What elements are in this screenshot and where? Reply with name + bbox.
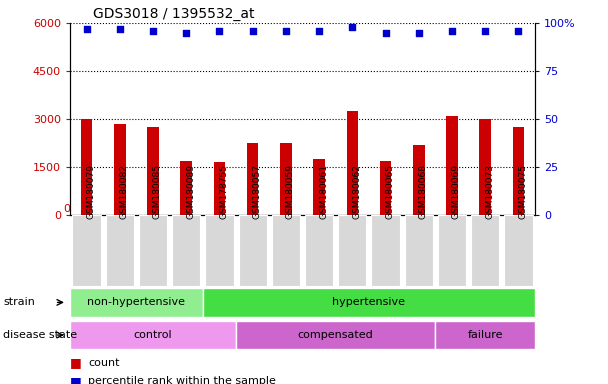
Point (314, 28, 324, 34)
Text: percentile rank within the sample: percentile rank within the sample (88, 376, 276, 384)
FancyBboxPatch shape (70, 288, 203, 317)
Text: GSM180089: GSM180089 (186, 164, 195, 218)
Text: 0: 0 (63, 204, 70, 214)
Bar (81, 119, 92, 215)
FancyBboxPatch shape (471, 215, 499, 286)
Text: failure: failure (468, 330, 503, 340)
Bar (181, 161, 192, 215)
Bar (479, 119, 491, 215)
FancyBboxPatch shape (206, 215, 233, 286)
Bar (513, 127, 524, 215)
Text: GSM178755: GSM178755 (219, 164, 229, 218)
FancyBboxPatch shape (438, 215, 466, 286)
Bar (247, 143, 258, 215)
FancyBboxPatch shape (435, 321, 535, 349)
Bar (413, 145, 424, 215)
FancyBboxPatch shape (236, 321, 435, 349)
FancyBboxPatch shape (272, 215, 300, 286)
Point (414, 30, 424, 36)
Text: disease state: disease state (3, 330, 77, 340)
Text: strain: strain (3, 297, 35, 308)
Point (115, 26, 125, 32)
Text: hypertensive: hypertensive (333, 297, 406, 308)
FancyBboxPatch shape (305, 215, 333, 286)
Text: GSM180057: GSM180057 (253, 164, 261, 218)
FancyBboxPatch shape (238, 215, 267, 286)
Point (347, 24, 357, 30)
FancyBboxPatch shape (172, 215, 200, 286)
Bar (446, 116, 458, 215)
Bar (280, 143, 292, 215)
Text: GSM180079: GSM180079 (86, 164, 95, 218)
Bar (213, 162, 225, 215)
Text: GSM180061: GSM180061 (319, 164, 328, 218)
Text: GSM180068: GSM180068 (419, 164, 428, 218)
Text: GSM180075: GSM180075 (519, 164, 527, 218)
Text: control: control (134, 330, 172, 340)
Text: GSM180085: GSM180085 (153, 164, 162, 218)
Text: GSM180059: GSM180059 (286, 164, 295, 218)
Text: GSM180069: GSM180069 (452, 164, 461, 218)
Point (181, 30, 191, 36)
Bar (147, 127, 159, 215)
Text: GSM180062: GSM180062 (352, 164, 361, 218)
FancyBboxPatch shape (504, 215, 533, 286)
Point (248, 28, 258, 34)
Text: GSM180073: GSM180073 (485, 164, 494, 218)
Point (514, 28, 523, 34)
FancyBboxPatch shape (203, 288, 535, 317)
Text: ■: ■ (70, 375, 81, 384)
Text: GSM180082: GSM180082 (120, 164, 129, 218)
Bar (347, 111, 358, 215)
Point (215, 28, 224, 34)
FancyBboxPatch shape (371, 215, 399, 286)
FancyBboxPatch shape (70, 321, 236, 349)
FancyBboxPatch shape (72, 215, 101, 286)
Point (480, 28, 490, 34)
Bar (313, 159, 325, 215)
Text: GDS3018 / 1395532_at: GDS3018 / 1395532_at (93, 7, 255, 21)
Bar (114, 124, 126, 215)
Point (281, 28, 291, 34)
FancyBboxPatch shape (405, 215, 433, 286)
Point (381, 30, 390, 36)
Point (81, 26, 91, 32)
Text: ■: ■ (70, 356, 81, 369)
Text: GSM180065: GSM180065 (385, 164, 395, 218)
Bar (380, 161, 392, 215)
Text: compensated: compensated (298, 330, 373, 340)
FancyBboxPatch shape (338, 215, 367, 286)
Text: count: count (88, 358, 120, 368)
Text: non-hypertensive: non-hypertensive (88, 297, 185, 308)
Point (148, 28, 158, 34)
FancyBboxPatch shape (106, 215, 134, 286)
FancyBboxPatch shape (139, 215, 167, 286)
Point (447, 28, 457, 34)
